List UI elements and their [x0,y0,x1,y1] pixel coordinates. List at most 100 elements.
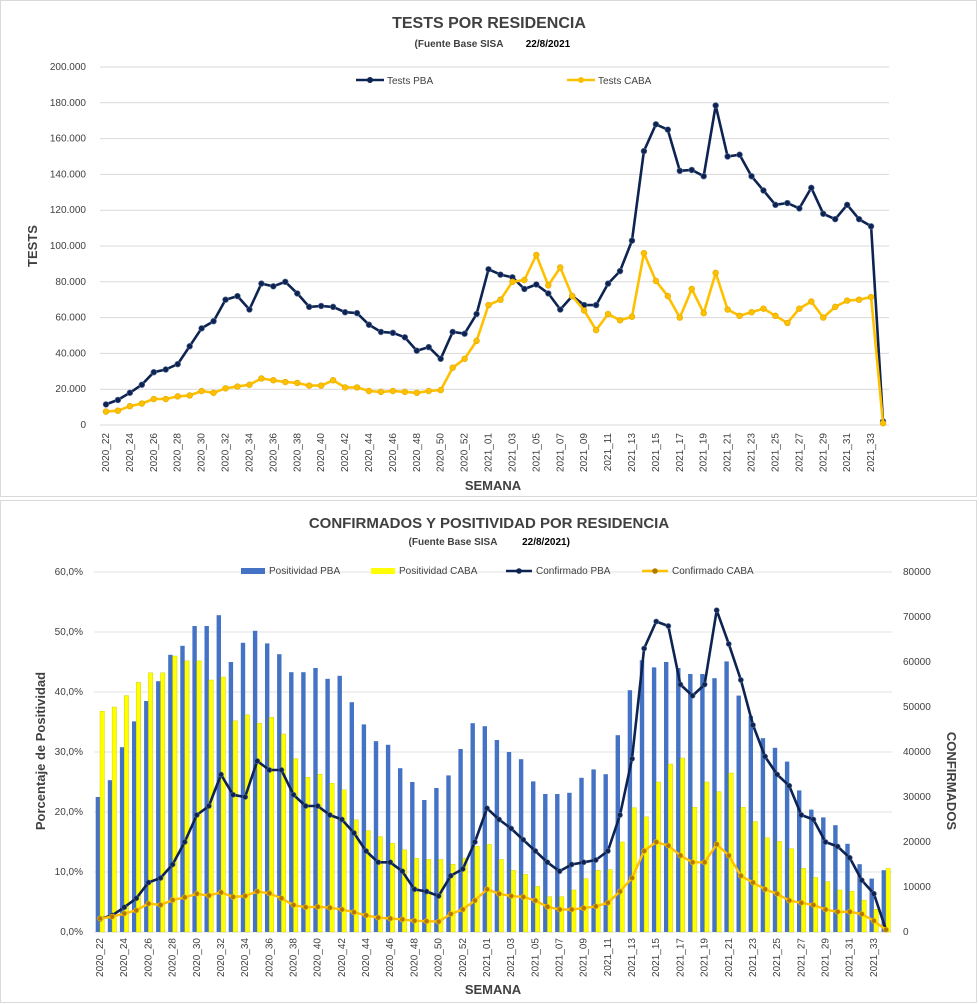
confirmed-x-tick-label: 2021_07 [555,938,566,977]
tests-x-tick-label: 2020_26 [149,433,160,472]
tests-pba-point [365,321,373,328]
positivity-caba-bar [353,819,359,933]
tests-caba-point [569,292,576,300]
tests-pba-point [294,290,301,297]
positivity-pba-bar [494,740,500,932]
positivity-caba-bar [789,848,794,933]
tests-y-axis-title: TESTS [25,225,40,267]
confirmed-caba-point [834,908,841,915]
confirmed-y-tick-label: 60000 [903,657,931,668]
confirmed-x-tick-label: 2021_27 [796,938,807,977]
tests-caba-point [533,251,540,259]
tests-x-tick-label: 2021_01 [484,433,495,472]
confirmed-pba-point [846,854,853,861]
positivity-pba-bar [664,662,669,932]
confirmed-x-tick-label: 2020_46 [385,938,396,977]
tests-caba-point [162,395,169,403]
tests-pba-point [150,368,157,376]
positivity-pba-bar [567,792,572,932]
positivity-pba-bar [579,777,584,932]
tests-caba-point [712,269,719,277]
tests-x-axis-title: SEMANA [465,478,522,493]
positivity-pba-bar [869,878,874,932]
tests-pba-point [688,166,695,174]
tests-x-tick-label: 2021_09 [579,433,590,472]
confirmed-pba-point [750,722,756,728]
positivity-pba-bar [180,645,185,932]
positivity-pba-bar [107,780,113,932]
tests-caba-point [521,276,528,284]
tests-y-tick-label: 0 [80,420,86,431]
tests-caba-point [879,420,887,427]
confirmed-caba-point [121,910,128,917]
confirmed-pba-point [701,681,708,688]
legend-tests-caba-marker [578,77,584,83]
confirmed-pba-point [653,618,660,625]
tests-pba-point [808,184,815,192]
confirmed-caba-point [447,911,454,917]
tests-x-tick-label: 2021_11 [603,433,614,472]
positivity-pba-bar [833,825,838,932]
confirmed-pba-point [435,893,442,899]
positivity-caba-bar [257,722,262,933]
tests-x-tick-label: 2020_24 [125,433,136,472]
tests-caba-point [294,379,301,387]
tests-pba-point [138,381,146,388]
positivity-pba-bar [688,674,693,932]
tests-pba-point [222,296,229,303]
confirmed-pba-point [411,886,418,893]
tests-pba-point [102,401,110,408]
confirmed-caba-point [242,893,249,899]
confirmed-caba-point [278,895,285,902]
tests-pba-point [485,266,492,273]
positivity-caba-bar [656,781,661,933]
positivity-y-tick-label: 30,0% [55,747,83,758]
confirmed-pba-point [725,641,732,647]
confirmed-pba-point [230,791,236,798]
positivity-pba-bar [712,678,717,932]
tests-pba-point [246,306,253,313]
confirmed-pba-point [133,895,140,902]
tests-y-tick-label: 140.000 [50,169,87,180]
confirmed-y-tick-label: 80000 [903,567,931,578]
tests-pba-point [437,355,444,362]
tests-pba-point [760,187,767,194]
positivity-pba-bar [337,675,342,932]
positivity-caba-bar [232,720,238,933]
confirmed-x-tick-label: 2020_36 [264,938,275,977]
confirmed-x-axis-title: SEMANA [465,982,522,997]
positivity-pba-bar [724,661,729,932]
tests-x-tick-label: 2021_33 [866,433,877,472]
confirmed-x-tick-label: 2020_22 [95,938,106,977]
positivity-caba-bar [269,716,274,933]
positivity-pba-bar [518,759,524,932]
confirmed-caba-point [338,906,345,913]
tests-pba-point [497,271,504,278]
tests-pba-point [545,290,552,297]
tests-x-tick-label: 2021_15 [651,433,662,472]
tests-x-tick-label: 2020_34 [244,433,255,472]
tests-x-tick-label: 2020_30 [197,433,208,472]
positivity-caba-bar [595,870,601,933]
positivity-caba-bar [692,807,698,933]
positivity-pba-bar [797,790,802,932]
positivity-caba-bar [716,791,722,933]
tests-x-tick-label: 2020_44 [364,433,375,472]
tests-y-tick-label: 100.000 [50,241,87,252]
positivity-y-tick-label: 50,0% [55,627,83,638]
tests-x-tick-label: 2021_29 [818,433,829,472]
positivity-caba-bar [196,660,202,933]
confirmed-caba-point [181,894,188,901]
confirmed-y-tick-label: 50000 [903,702,931,713]
tests-caba-point [736,312,743,320]
positivity-caba-bar [281,733,286,933]
tests-x-tick-label: 2020_46 [388,433,399,472]
tests-pba-point [413,347,420,354]
tests-pba-point [162,366,169,373]
tests-caba-point [353,384,361,391]
tests-x-tick-label: 2021_19 [699,433,710,472]
confirmed-pba-point [641,645,648,652]
positivity-pba-bar [119,747,125,932]
positivity-pba-bar [700,674,705,932]
confirmed-x-tick-label: 2020_34 [240,938,251,977]
